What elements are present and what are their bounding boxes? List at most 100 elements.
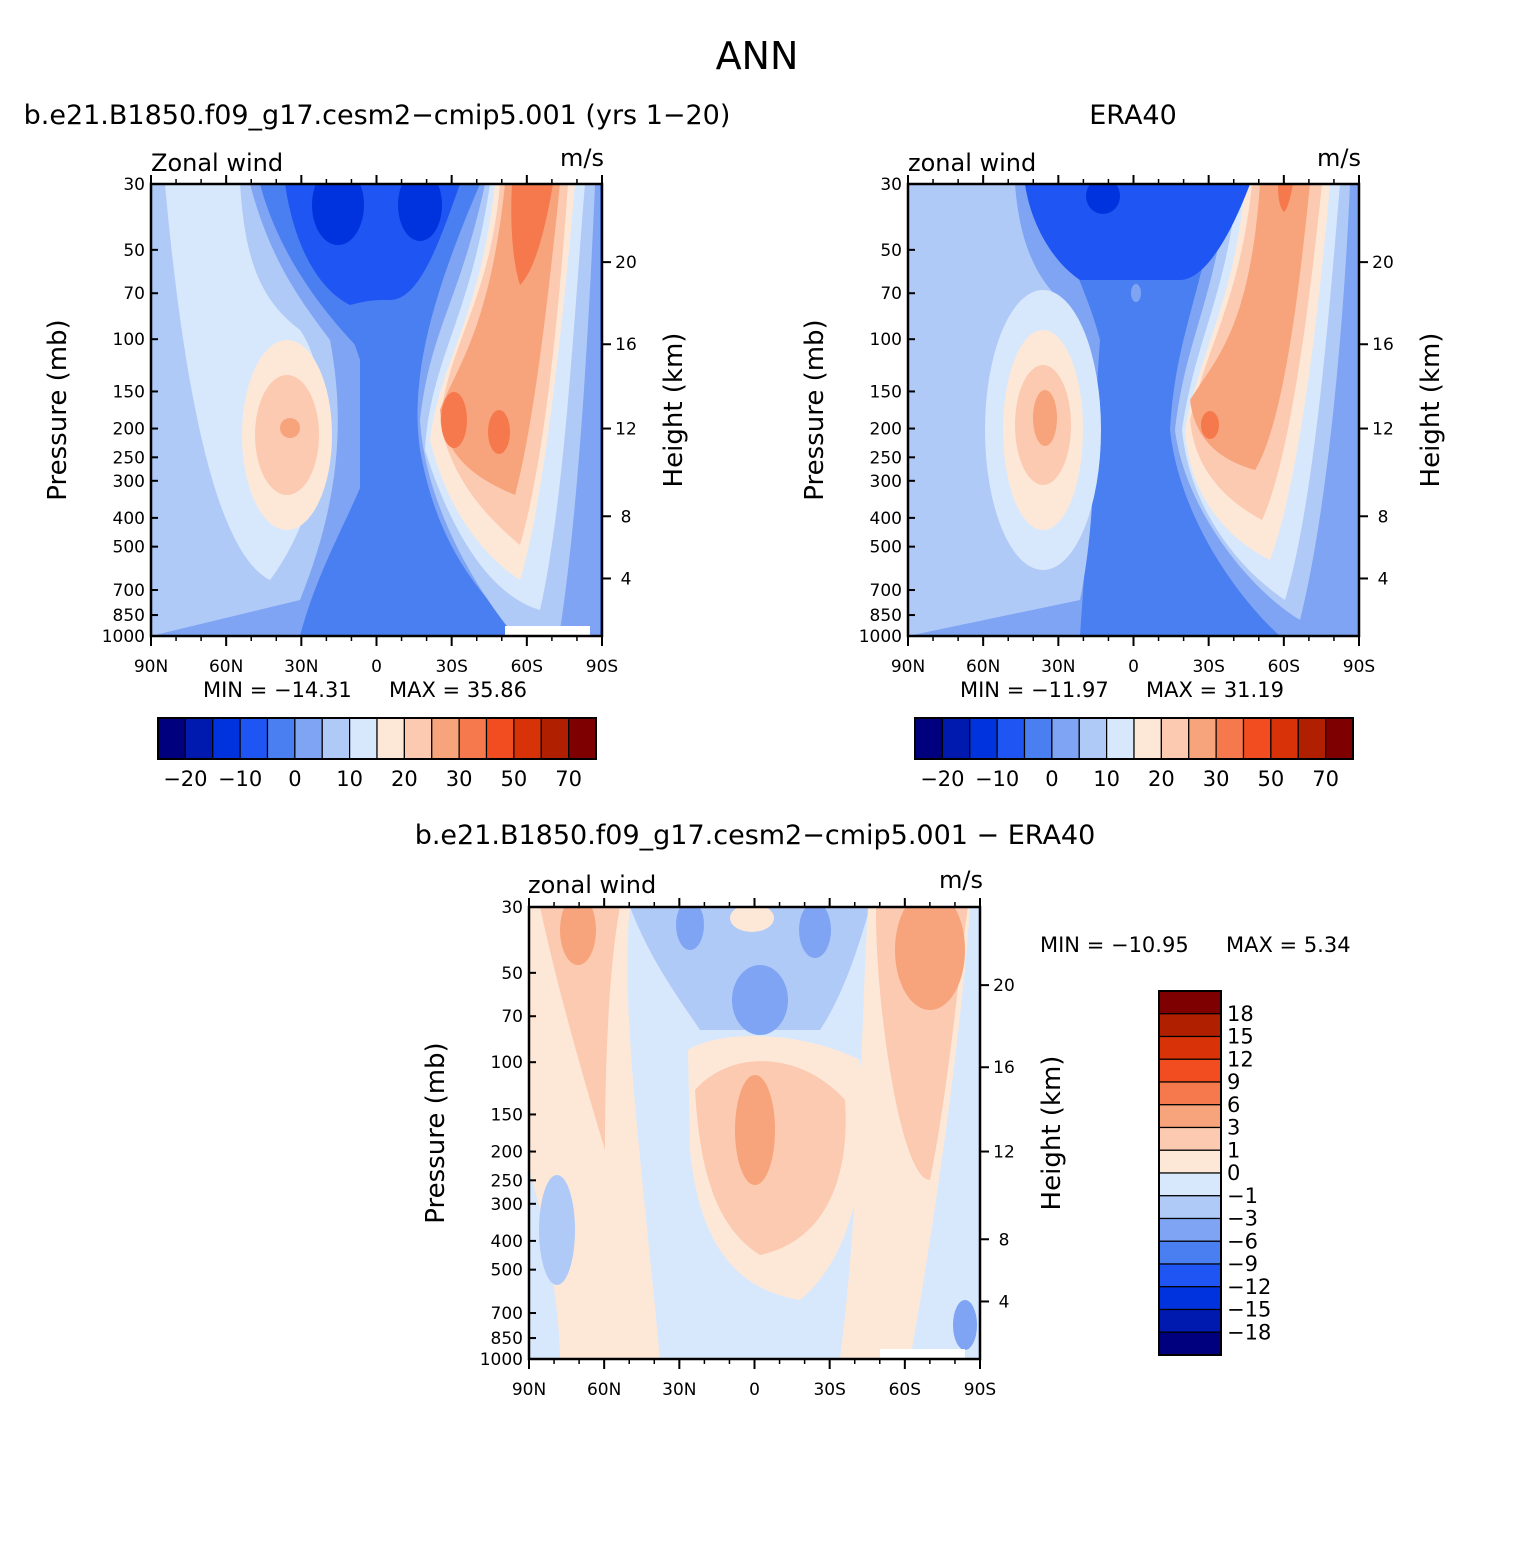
colorbar-diff-swatch — [1158, 1172, 1222, 1197]
panel-diff-pressure-tick-label: 1000 — [480, 1350, 523, 1370]
colorbar-obs-label: 20 — [1148, 767, 1175, 791]
panel-obs-height-tick-label: 20 — [1372, 253, 1394, 273]
colorbar-diff-label: −3 — [1227, 1207, 1258, 1231]
panel-diff: b.e21.B1850.f09_g17.cesm2−cmip5.001 − ER… — [415, 820, 1351, 1400]
colorbar-model-label: 50 — [501, 767, 528, 791]
panel-diff-lat-tick-label: 60S — [889, 1380, 921, 1400]
colorbar-obs-swatch — [1242, 717, 1272, 760]
colorbar-model-swatch — [403, 717, 433, 760]
colorbar-model-label: 30 — [446, 767, 473, 791]
colorbar-diff-label: 15 — [1227, 1025, 1254, 1049]
colorbar-obs-swatch — [1188, 717, 1217, 760]
panel-obs-contours — [908, 184, 1359, 636]
colorbar-obs-swatch — [1051, 717, 1080, 760]
panel-diff-height-tick-label: 20 — [993, 976, 1015, 996]
panel-model-contours — [151, 184, 602, 636]
colorbar-diff-label: −12 — [1227, 1275, 1271, 1299]
panel-diff-height-tick-label: 12 — [993, 1143, 1015, 1163]
obs-strat-min — [1086, 184, 1120, 214]
obs-sh-jet-core — [1201, 411, 1219, 439]
colorbar-obs-swatch — [1270, 717, 1299, 760]
panel-diff-min: MIN = −10.95 — [1040, 933, 1189, 957]
colorbar-obs-frame — [914, 717, 1354, 760]
panel-diff-pressure-tick-label: 250 — [491, 1171, 523, 1191]
panel-diff-ylabel: Pressure (mb) — [421, 1042, 451, 1223]
colorbar-model-label: −20 — [163, 767, 207, 791]
panel-obs-pressure-tick-label: 1000 — [859, 627, 902, 647]
colorbar-model-label: 10 — [336, 767, 363, 791]
colorbar-diff-swatch — [1158, 1331, 1222, 1356]
panel-diff-pressure-tick-label: 50 — [501, 964, 523, 984]
panel-model-lat-tick-label: 0 — [371, 657, 382, 677]
colorbar-diff-swatch — [1158, 1149, 1222, 1174]
colorbar-diff-label: −15 — [1227, 1298, 1271, 1322]
panel-model-pressure-tick-label: 150 — [113, 382, 145, 402]
panel-obs-pressure-tick-label: 150 — [870, 382, 902, 402]
colorbar-diff-swatch — [1158, 1058, 1222, 1083]
panel-obs-pressure-tick-label: 500 — [870, 538, 902, 558]
colorbar-obs-swatch — [914, 717, 943, 760]
panel-obs-units-label: m/s — [1317, 144, 1361, 172]
colorbar-obs-swatch — [1160, 717, 1190, 760]
colorbar-model-swatch — [458, 717, 488, 760]
panel-diff-contours — [529, 907, 980, 1359]
panel-diff-pressure-tick-label: 850 — [491, 1329, 523, 1349]
panel-obs-min: MIN = −11.97 — [960, 678, 1109, 702]
panel-diff-lat-tick-label: 90N — [512, 1380, 546, 1400]
obs-nh-jet-max — [1033, 390, 1057, 446]
colorbar-model-swatch — [266, 717, 296, 760]
panel-model-title: b.e21.B1850.f09_g17.cesm2−cmip5.001 (yrs… — [24, 100, 731, 131]
diff-sh-top-max — [895, 907, 965, 1010]
panel-obs-pressure-tick-label: 30 — [880, 175, 902, 195]
panel-model-pressure-tick-label: 400 — [113, 509, 145, 529]
colorbar-model-swatch — [568, 717, 597, 760]
panel-model-height-tick-label: 16 — [615, 335, 637, 355]
model-strat-min-b — [398, 184, 442, 241]
colorbar-obs-label: 0 — [1045, 767, 1058, 791]
colorbar-obs-label: −10 — [975, 767, 1019, 791]
model-sh-jet-core-a — [441, 392, 467, 448]
colorbar-diff-swatch — [1158, 1240, 1222, 1265]
panel-obs-pressure-tick-label: 70 — [880, 284, 902, 304]
panel-diff-lat-tick-label: 30N — [662, 1380, 696, 1400]
panel-model-units-label: m/s — [560, 144, 604, 172]
panel-obs-height-tick-label: 4 — [1378, 569, 1389, 589]
panel-model-field-label: Zonal wind — [151, 149, 283, 177]
panel-obs-pressure-tick-label: 300 — [870, 472, 902, 492]
panel-model-pressure-tick-label: 300 — [113, 472, 145, 492]
colorbar-diff-label: 6 — [1227, 1093, 1240, 1117]
panel-obs-lat-tick-label: 30S — [1192, 657, 1224, 677]
panel-obs-lat-tick-label: 0 — [1128, 657, 1139, 677]
colorbar-diff-label: 0 — [1227, 1161, 1240, 1185]
colorbar-obs-swatch — [969, 717, 998, 760]
colorbar-model-swatch — [513, 717, 542, 760]
panel-model-height-tick-label: 8 — [621, 507, 632, 527]
panel-model-pressure-tick-label: 850 — [113, 606, 145, 626]
panel-model-pressure-tick-label: 100 — [113, 330, 145, 350]
model-sh-jet-top-core — [511, 184, 553, 285]
colorbar-model-swatch — [294, 717, 323, 760]
diff-nh-top-max — [560, 907, 596, 965]
panel-diff-pressure-tick-label: 700 — [491, 1304, 523, 1324]
colorbar-model-label: 20 — [391, 767, 418, 791]
panel-diff-pressure-tick-label: 30 — [501, 898, 523, 918]
colorbar-diff-swatch — [1158, 1126, 1222, 1151]
colorbar-diff-label: 9 — [1227, 1070, 1240, 1094]
colorbar-model-swatch — [321, 717, 351, 760]
colorbar-obs-swatch — [1106, 717, 1135, 760]
diff-strat-negative-b — [799, 907, 831, 958]
colorbar-model-swatch — [212, 717, 241, 760]
panel-model-lat-tick-label: 60S — [511, 657, 543, 677]
panel-obs-pressure-tick-label: 700 — [870, 581, 902, 601]
panel-diff-ylabel-right: Height (km) — [1037, 1056, 1067, 1211]
diff-tropical-max — [735, 1075, 775, 1185]
panel-model-lat-tick-label: 30N — [284, 657, 318, 677]
panel-obs-ylabel: Pressure (mb) — [800, 319, 830, 500]
panel-model-pressure-tick-label: 250 — [113, 448, 145, 468]
panel-obs-lat-tick-label: 90N — [891, 657, 925, 677]
panel-obs-height-tick-label: 12 — [1372, 420, 1394, 440]
obs-sh-jet-top-core — [1278, 184, 1293, 212]
